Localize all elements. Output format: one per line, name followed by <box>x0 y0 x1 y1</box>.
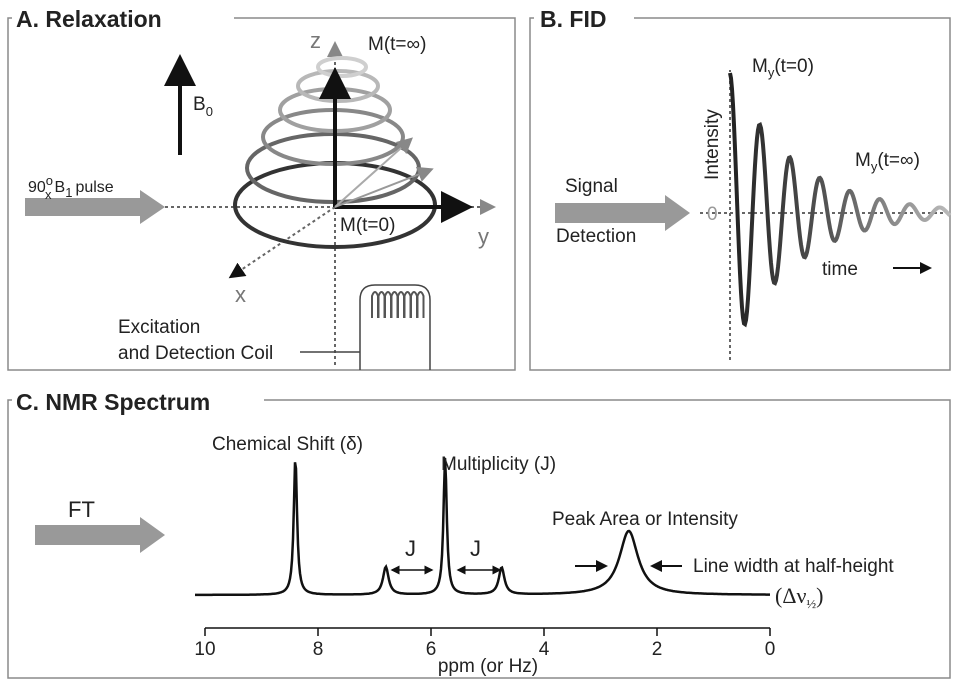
coil-turns <box>371 291 425 318</box>
axis-label: ppm (or Hz) <box>438 656 538 677</box>
x-label: x <box>235 282 246 307</box>
text: B <box>193 94 206 115</box>
panel-a-frame <box>7 17 516 371</box>
text: B <box>55 179 66 196</box>
coil-turn <box>390 291 399 318</box>
my-final-label: My(t=∞) <box>855 150 920 174</box>
panel-title: A. Relaxation <box>16 6 162 32</box>
title-bg <box>12 386 264 416</box>
arrow-label: Detection <box>556 226 636 247</box>
multiplicity-label: Multiplicity (J) <box>441 454 556 475</box>
text: ) <box>816 583 823 608</box>
text: o <box>46 173 53 188</box>
title-bg <box>12 4 234 34</box>
fid-curve <box>728 72 952 328</box>
b0-label: B0 <box>193 94 213 119</box>
coil-turn <box>416 291 425 318</box>
coil-turn <box>397 291 405 318</box>
ft-arrow <box>35 517 165 553</box>
intensity-label: Intensity <box>702 109 723 180</box>
coil-turn <box>410 291 418 318</box>
text: ½ <box>806 596 816 611</box>
tick-label: 8 <box>313 639 324 660</box>
width-symbol: (Δν½) <box>775 583 824 611</box>
y-label: y <box>478 224 489 249</box>
text: 1 <box>65 185 72 200</box>
m-initial-label: M(t=0) <box>340 215 395 236</box>
coil <box>359 284 431 370</box>
my-initial-label: My(t=0) <box>752 56 814 80</box>
m-final-label: M(t=∞) <box>368 34 426 55</box>
area-label: Peak Area or Intensity <box>552 509 738 530</box>
text: (t=∞) <box>877 150 920 171</box>
text: 0 <box>206 104 213 119</box>
text: 90 <box>28 179 46 196</box>
z-label: z <box>310 28 321 53</box>
coil-turn <box>371 291 379 318</box>
coil-turn <box>384 291 392 318</box>
pulse-arrow <box>25 190 165 224</box>
tick-label: 10 <box>194 639 215 660</box>
panel-title: B. FID <box>540 6 606 32</box>
text: M <box>855 150 871 171</box>
coil-label: and Detection Coil <box>118 343 273 364</box>
text: M <box>752 56 768 77</box>
width-label: Line width at half-height <box>693 556 894 577</box>
coil-turn <box>403 291 412 318</box>
title-bg <box>534 4 634 34</box>
spectrum <box>195 458 770 597</box>
coil-turn <box>377 291 386 318</box>
time-label: time <box>822 259 858 280</box>
text: (Δν <box>775 583 806 608</box>
text: y <box>768 65 775 80</box>
pulse-label: 90o x B1 pulse <box>28 173 114 202</box>
tick-label: 0 <box>765 639 776 660</box>
coil-label: Excitation <box>118 317 200 338</box>
panel-c-frame <box>7 399 951 679</box>
tick-label: 4 <box>539 639 550 660</box>
arrow-label: Signal <box>565 176 618 197</box>
text: (t=0) <box>774 56 814 77</box>
j-label: J <box>405 536 416 561</box>
m-intermediate <box>334 137 413 208</box>
m-intermediate <box>334 166 434 208</box>
zero-label: 0 <box>707 204 718 225</box>
ft-label: FT <box>68 497 95 522</box>
text: x <box>45 187 52 202</box>
tick-label: 6 <box>426 639 437 660</box>
tick-label: 2 <box>652 639 663 660</box>
panel-b-frame <box>529 17 951 371</box>
shift-label: Chemical Shift (δ) <box>212 434 363 455</box>
text: y <box>871 159 878 174</box>
text: pulse <box>75 179 113 196</box>
j-label: J <box>470 536 481 561</box>
detection-arrow <box>555 195 690 231</box>
panel-title: C. NMR Spectrum <box>16 389 210 415</box>
